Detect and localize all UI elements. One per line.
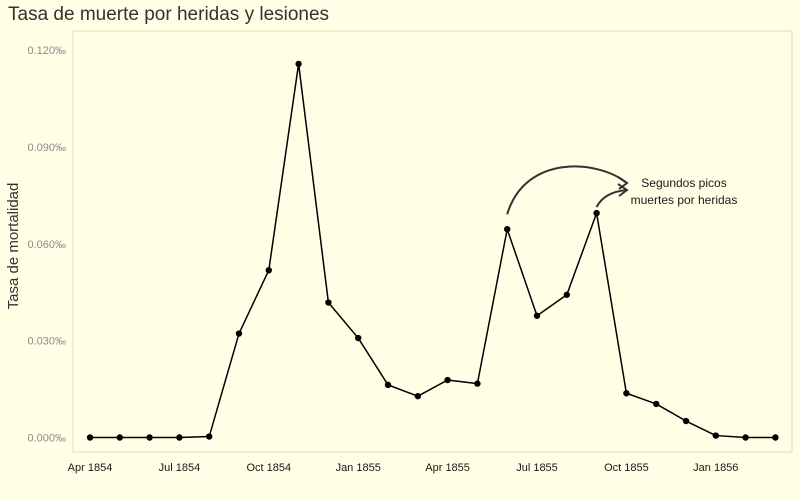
data-point bbox=[533, 312, 541, 319]
data-point bbox=[235, 330, 243, 337]
x-tick-label: Apr 1855 bbox=[425, 462, 470, 474]
data-point bbox=[593, 209, 600, 217]
data-point bbox=[563, 291, 570, 298]
data-point bbox=[265, 267, 272, 274]
data-point bbox=[384, 381, 392, 389]
x-tick-label: Oct 1855 bbox=[604, 462, 649, 474]
data-point bbox=[206, 433, 213, 440]
x-tick-label: Apr 1854 bbox=[68, 462, 113, 474]
data-point bbox=[623, 390, 630, 397]
data-point bbox=[504, 226, 511, 233]
data-point bbox=[295, 60, 302, 68]
data-point bbox=[355, 334, 362, 342]
data-point bbox=[116, 434, 124, 441]
y-tick-label: 0.120‰ bbox=[27, 45, 66, 57]
data-point bbox=[414, 392, 421, 400]
x-tick-label: Oct 1854 bbox=[246, 462, 291, 474]
y-tick-label: 0.030‰ bbox=[27, 336, 66, 348]
data-point bbox=[146, 434, 153, 441]
data-point bbox=[712, 432, 719, 439]
data-point bbox=[772, 434, 779, 441]
arrowhead bbox=[617, 183, 629, 197]
data-point bbox=[742, 434, 749, 441]
data-point bbox=[474, 380, 481, 387]
y-tick-label: 0.060‰ bbox=[27, 239, 66, 251]
data-point bbox=[176, 434, 183, 441]
x-tick-label: Jan 1855 bbox=[336, 462, 381, 474]
data-point bbox=[325, 299, 332, 306]
x-tick-label: Jul 1854 bbox=[159, 462, 201, 474]
annotation-text: muertes por heridas bbox=[631, 193, 738, 207]
data-point bbox=[444, 376, 451, 384]
plot-panel bbox=[72, 30, 793, 453]
chart-title: Tasa de muerte por heridas y lesiones bbox=[8, 4, 330, 25]
y-axis-label: Tasa de mortalidad bbox=[5, 183, 22, 310]
annotation-arrow bbox=[506, 165, 628, 215]
y-tick-label: 0.000‰ bbox=[27, 433, 66, 445]
data-point bbox=[653, 400, 660, 408]
data-point bbox=[86, 434, 94, 441]
series-line bbox=[90, 63, 776, 439]
x-tick-label: Jul 1855 bbox=[516, 462, 558, 474]
y-tick-label: 0.090‰ bbox=[27, 142, 66, 154]
x-tick-label: Jan 1856 bbox=[693, 462, 738, 474]
annotation-text: Segundos picos bbox=[641, 176, 726, 190]
annotation-arrow bbox=[595, 189, 628, 208]
data-point bbox=[682, 417, 690, 425]
